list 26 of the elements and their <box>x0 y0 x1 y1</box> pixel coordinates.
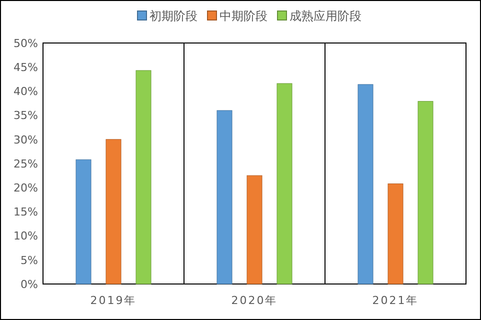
x-tick-label: 2021年 <box>372 294 419 307</box>
y-tick-label: 25% <box>14 157 38 170</box>
legend-label: 初期阶段 <box>150 9 198 23</box>
legend-label: 中期阶段 <box>220 9 268 23</box>
y-tick-label: 40% <box>14 85 38 98</box>
x-tick-label: 2019年 <box>90 294 137 307</box>
y-tick-label: 0% <box>20 278 38 291</box>
bar <box>276 83 292 284</box>
y-tick-label: 10% <box>14 230 38 243</box>
legend-label: 成熟应用阶段 <box>290 9 362 23</box>
bar <box>76 159 92 284</box>
y-tick-label: 15% <box>14 206 38 219</box>
x-tick-label: 2020年 <box>231 294 278 307</box>
bar <box>418 101 434 284</box>
bar <box>388 183 404 284</box>
y-tick-label: 35% <box>14 109 38 122</box>
bar <box>216 110 232 284</box>
bar <box>136 70 152 284</box>
y-tick-label: 45% <box>14 60 38 74</box>
bar <box>358 84 374 284</box>
y-tick-label: 30% <box>14 133 38 146</box>
y-tick-label: 20% <box>14 181 38 194</box>
y-tick-label: 5% <box>20 254 38 267</box>
bar <box>246 175 262 284</box>
y-tick-label: 50% <box>14 36 38 50</box>
bar <box>106 139 122 284</box>
